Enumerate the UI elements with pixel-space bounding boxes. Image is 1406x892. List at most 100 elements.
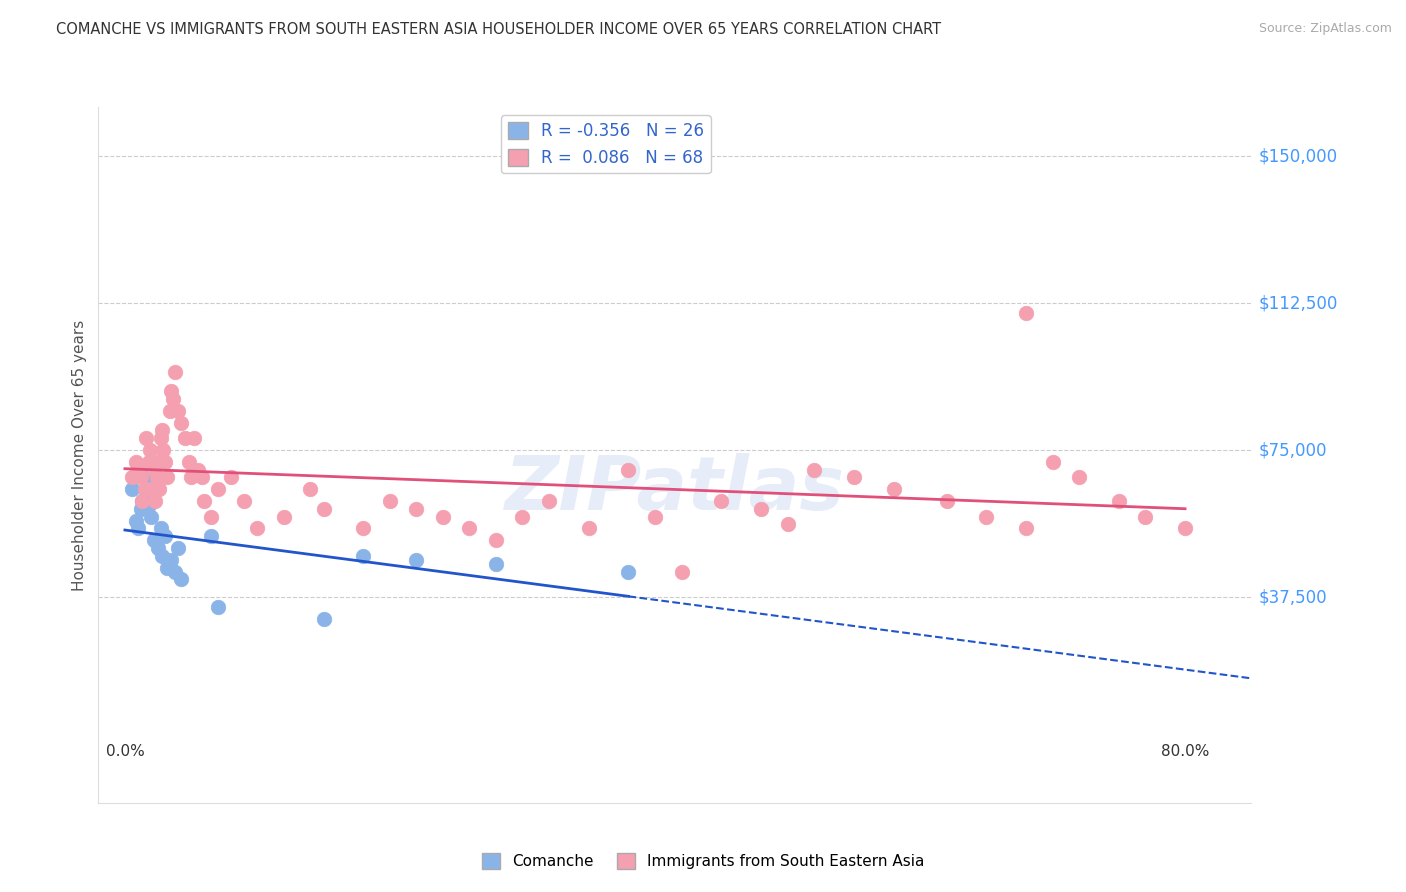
Point [129, 470, 152, 484]
Point [405, 501, 427, 516]
Text: $150,000: $150,000 [1258, 147, 1337, 165]
Text: 80.0%: 80.0% [1161, 744, 1209, 759]
Point [169, 573, 191, 587]
Point [749, 501, 772, 516]
Point [131, 494, 153, 508]
Point [191, 470, 214, 484]
Point [152, 443, 174, 458]
Point [299, 482, 322, 496]
Point [146, 455, 169, 469]
Point [485, 557, 508, 571]
Point [165, 565, 187, 579]
Point [124, 514, 146, 528]
Point [200, 509, 222, 524]
Point [935, 494, 957, 508]
Point [193, 494, 215, 508]
Point [135, 490, 157, 504]
Point [148, 482, 170, 496]
Point [710, 494, 733, 508]
Point [149, 431, 172, 445]
Point [644, 509, 666, 524]
Text: Source: ZipAtlas.com: Source: ZipAtlas.com [1258, 22, 1392, 36]
Point [149, 521, 172, 535]
Point [273, 509, 295, 524]
Point [160, 384, 183, 399]
Point [233, 494, 256, 508]
Point [121, 482, 143, 496]
Point [671, 565, 693, 579]
Point [143, 533, 166, 548]
Point [187, 462, 209, 476]
Point [1174, 521, 1197, 535]
Text: $75,000: $75,000 [1258, 441, 1327, 459]
Point [135, 431, 157, 445]
Point [578, 521, 600, 535]
Point [165, 365, 187, 379]
Point [974, 509, 997, 524]
Point [141, 482, 163, 496]
Point [183, 431, 205, 445]
Point [129, 501, 152, 516]
Point [1067, 470, 1090, 484]
Point [134, 470, 156, 484]
Point [1108, 494, 1130, 508]
Point [127, 521, 149, 535]
Point [180, 470, 202, 484]
Legend: Comanche, Immigrants from South Eastern Asia: Comanche, Immigrants from South Eastern … [475, 847, 931, 875]
Point [512, 509, 534, 524]
Point [200, 529, 222, 543]
Point [776, 517, 799, 532]
Point [145, 470, 167, 484]
Point [207, 599, 229, 614]
Point [167, 541, 190, 555]
Point [312, 501, 335, 516]
Point [312, 611, 335, 625]
Point [138, 455, 160, 469]
Y-axis label: Householder Income Over 65 years: Householder Income Over 65 years [72, 319, 87, 591]
Point [1042, 455, 1064, 469]
Point [405, 553, 427, 567]
Point [207, 482, 229, 496]
Point [1015, 521, 1038, 535]
Text: ZIPatlas: ZIPatlas [505, 453, 845, 526]
Point [156, 560, 179, 574]
Point [173, 431, 195, 445]
Point [219, 470, 242, 484]
Text: COMANCHE VS IMMIGRANTS FROM SOUTH EASTERN ASIA HOUSEHOLDER INCOME OVER 65 YEARS : COMANCHE VS IMMIGRANTS FROM SOUTH EASTER… [56, 22, 942, 37]
Text: $37,500: $37,500 [1258, 588, 1327, 606]
Point [169, 416, 191, 430]
Legend: R = -0.356   N = 26, R =  0.086   N = 68: R = -0.356 N = 26, R = 0.086 N = 68 [501, 115, 710, 173]
Point [617, 565, 640, 579]
Point [353, 549, 375, 563]
Point [150, 424, 173, 438]
Point [803, 462, 825, 476]
Point [537, 494, 560, 508]
Point [159, 404, 181, 418]
Point [1015, 306, 1038, 320]
Point [162, 392, 184, 406]
Point [131, 494, 153, 508]
Point [141, 509, 163, 524]
Point [139, 443, 162, 458]
Text: $112,500: $112,500 [1258, 294, 1337, 312]
Point [138, 498, 160, 512]
Text: 0.0%: 0.0% [105, 744, 145, 759]
Point [153, 529, 176, 543]
Point [167, 404, 190, 418]
Point [842, 470, 865, 484]
Point [121, 470, 143, 484]
Point [485, 533, 508, 548]
Point [177, 455, 200, 469]
Point [156, 470, 179, 484]
Point [378, 494, 401, 508]
Point [146, 541, 169, 555]
Point [134, 482, 156, 496]
Point [246, 521, 269, 535]
Point [143, 462, 166, 476]
Point [127, 462, 149, 476]
Point [432, 509, 454, 524]
Point [124, 455, 146, 469]
Point [617, 462, 640, 476]
Point [458, 521, 481, 535]
Point [160, 553, 183, 567]
